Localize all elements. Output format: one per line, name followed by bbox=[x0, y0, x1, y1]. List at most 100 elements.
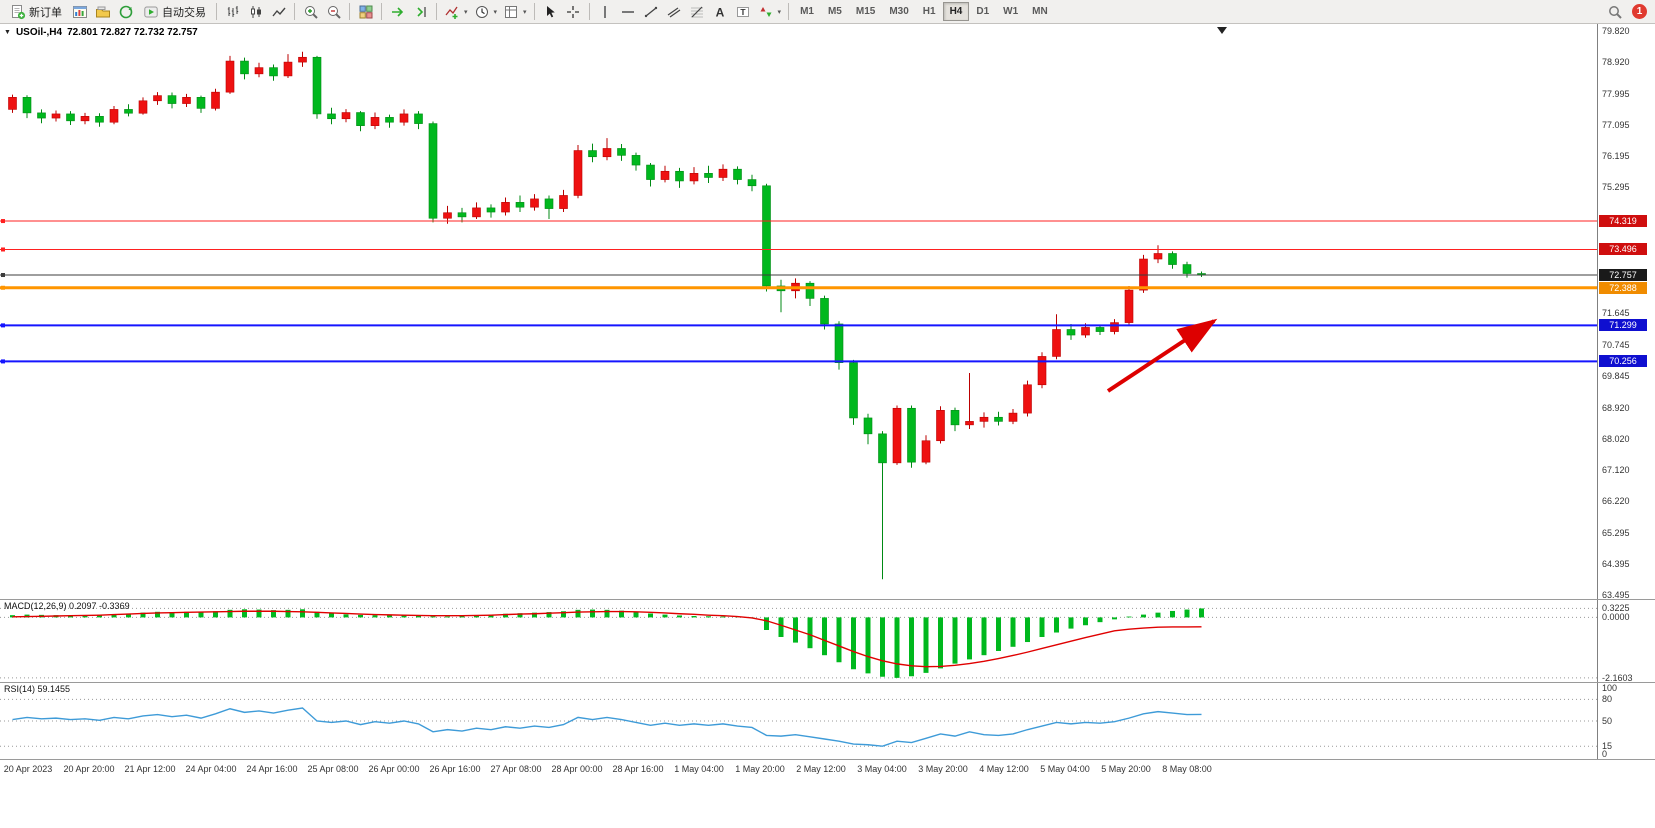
notification-badge[interactable]: 1 bbox=[1632, 4, 1647, 19]
toolbar-separator bbox=[436, 3, 437, 20]
tile-windows-button[interactable] bbox=[354, 1, 377, 23]
time-tick: 1 May 20:00 bbox=[735, 764, 785, 774]
macd-panel[interactable]: MACD(12,26,9) 0.2097 -0.3369 bbox=[0, 600, 1597, 682]
price-tick: 63.495 bbox=[1602, 590, 1630, 600]
price-tick: 75.295 bbox=[1602, 182, 1630, 193]
price-tick: 67.120 bbox=[1602, 464, 1630, 475]
chart-window-body: ▼ USOil-,H4 72.801 72.827 72.732 72.757 … bbox=[0, 24, 1655, 828]
refresh-icon bbox=[119, 5, 132, 18]
candlestick-canvas[interactable] bbox=[0, 24, 1597, 599]
line-anchor[interactable] bbox=[1, 285, 5, 290]
timeframe-h1-button[interactable]: H1 bbox=[916, 2, 943, 21]
periods-button[interactable]: ▾ bbox=[471, 1, 501, 23]
new-chart-button[interactable] bbox=[68, 1, 91, 23]
line-anchor[interactable] bbox=[1, 219, 5, 224]
profiles-button[interactable] bbox=[91, 1, 114, 23]
new-order-icon bbox=[12, 4, 26, 19]
text-label-button[interactable]: T bbox=[732, 1, 755, 23]
line-anchor[interactable] bbox=[1, 323, 5, 328]
zoom-in-icon bbox=[304, 5, 318, 19]
time-tick: 20 Apr 20:00 bbox=[63, 764, 115, 774]
price-axis[interactable]: 79.820 78.920 77.995 77.095 76.195 75.295 71.6… bbox=[1597, 24, 1655, 600]
panel-separator[interactable] bbox=[0, 599, 1655, 600]
time-tick: 4 May 12:00 bbox=[979, 764, 1029, 774]
trend-arrow-annotation[interactable] bbox=[1106, 318, 1218, 393]
timeframe-mn-button[interactable]: MN bbox=[1025, 2, 1055, 21]
rsi-axis[interactable]: 100 80 50 15 0 bbox=[1597, 683, 1655, 759]
panel-separator[interactable] bbox=[0, 682, 1655, 683]
price-tick: 78.920 bbox=[1602, 57, 1630, 68]
time-axis[interactable]: 20 Apr 2023 20 Apr 20:00 21 Apr 12:00 24 Ap… bbox=[0, 760, 1655, 782]
zoom-out-icon bbox=[327, 5, 341, 19]
line-chart-mode-button[interactable] bbox=[267, 1, 290, 23]
candles[interactable] bbox=[8, 51, 1206, 580]
crosshair-button[interactable] bbox=[562, 1, 585, 23]
indicators-icon bbox=[445, 6, 458, 19]
chart-symbol-period: USOil-,H4 bbox=[15, 27, 63, 38]
line-anchor[interactable] bbox=[1, 359, 5, 364]
zoom-out-button[interactable] bbox=[322, 1, 345, 23]
rsi-tick: 100 bbox=[1602, 683, 1618, 693]
text-button[interactable]: A bbox=[709, 1, 732, 23]
price-tick: 76.195 bbox=[1602, 151, 1630, 162]
bar-chart-mode-button[interactable] bbox=[221, 1, 244, 23]
macd-axis[interactable]: 0.3225 0.0000 -2.1603 bbox=[1597, 600, 1655, 683]
time-tick: 1 May 04:00 bbox=[674, 764, 724, 774]
auto-scroll-button[interactable] bbox=[386, 1, 409, 23]
time-tick: 26 Apr 00:00 bbox=[368, 764, 420, 774]
price-tag: 72.757 bbox=[1599, 269, 1647, 282]
trendline-button[interactable] bbox=[640, 1, 663, 23]
timeframe-d1-button[interactable]: D1 bbox=[969, 2, 996, 21]
timeframe-m5-button[interactable]: M5 bbox=[821, 2, 849, 21]
vertical-line-button[interactable] bbox=[594, 1, 617, 23]
chart-header: ▼ USOil-,H4 72.801 72.827 72.732 72.757 bbox=[4, 27, 198, 38]
rsi-canvas[interactable] bbox=[0, 683, 1597, 759]
toolbar-separator bbox=[788, 3, 790, 20]
price-tag: 71.299 bbox=[1599, 319, 1647, 332]
chart-shift-button[interactable] bbox=[409, 1, 432, 23]
price-tick: 77.095 bbox=[1602, 120, 1630, 131]
price-tick: 66.220 bbox=[1602, 495, 1630, 506]
zoom-in-button[interactable] bbox=[299, 1, 322, 23]
autotrading-button[interactable]: 自动交易 bbox=[137, 1, 212, 23]
equidistant-channel-button[interactable] bbox=[663, 1, 686, 23]
fibonacci-button[interactable] bbox=[686, 1, 709, 23]
rsi-panel[interactable]: RSI(14) 59.1455 bbox=[0, 683, 1597, 759]
navigator-button[interactable] bbox=[114, 1, 137, 23]
collapse-triangle-icon[interactable]: ▼ bbox=[4, 29, 11, 36]
line-anchor[interactable] bbox=[1, 273, 5, 278]
new-order-button[interactable]: 新订单 bbox=[4, 1, 68, 23]
toolbar-separator bbox=[533, 3, 535, 20]
time-tick: 3 May 04:00 bbox=[857, 764, 907, 774]
main-price-chart[interactable]: ▼ USOil-,H4 72.801 72.827 72.732 72.757 bbox=[0, 24, 1597, 599]
toolbar-separator bbox=[216, 3, 217, 20]
toolbar-separator bbox=[294, 3, 295, 20]
time-tick: 27 Apr 08:00 bbox=[490, 764, 542, 774]
candlestick-mode-button[interactable] bbox=[244, 1, 267, 23]
horizontal-line-icon bbox=[622, 10, 635, 13]
cursor-arrow-icon bbox=[547, 5, 555, 17]
crosshair-icon bbox=[567, 5, 580, 18]
indicators-button[interactable]: ▾ bbox=[441, 1, 471, 23]
price-tick: 68.020 bbox=[1602, 433, 1630, 444]
tile-windows-icon bbox=[359, 5, 372, 18]
time-tick: 5 May 20:00 bbox=[1101, 764, 1151, 774]
cursor-button[interactable] bbox=[539, 1, 562, 23]
timeframe-w1-button[interactable]: W1 bbox=[996, 2, 1025, 21]
line-anchor[interactable] bbox=[1, 247, 5, 252]
horizontal-line-button[interactable] bbox=[617, 1, 640, 23]
timeframe-m30-button[interactable]: M30 bbox=[882, 2, 915, 21]
templates-button[interactable]: ▾ bbox=[500, 1, 530, 23]
svg-text:A: A bbox=[716, 5, 725, 19]
auto-scroll-icon bbox=[391, 6, 403, 17]
price-tick: 71.645 bbox=[1602, 308, 1630, 319]
timeframe-m1-button[interactable]: M1 bbox=[793, 2, 821, 21]
timeframe-h4-button[interactable]: H4 bbox=[942, 2, 970, 21]
timeframe-m15-button[interactable]: M15 bbox=[849, 2, 882, 21]
rsi-tick: 80 bbox=[1602, 694, 1613, 705]
trendline-icon bbox=[644, 6, 658, 17]
search-button[interactable] bbox=[1603, 1, 1626, 23]
chart-shift-marker[interactable] bbox=[1217, 27, 1227, 34]
macd-canvas[interactable] bbox=[0, 600, 1597, 682]
arrows-button[interactable]: ▾ bbox=[755, 1, 785, 23]
